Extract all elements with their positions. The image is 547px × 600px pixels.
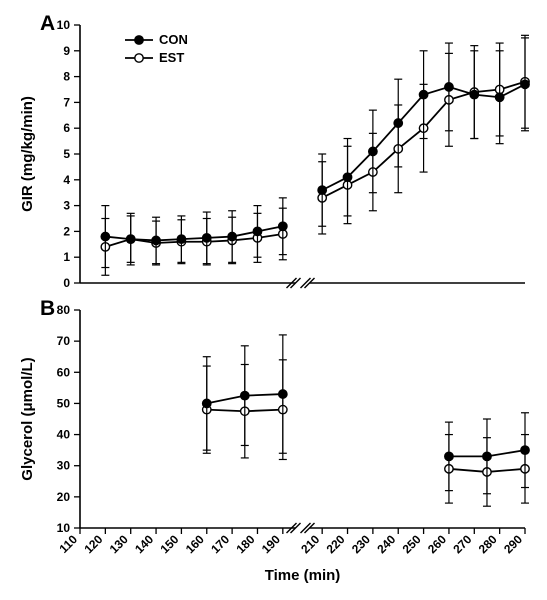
panel-a-con-marker	[101, 232, 109, 240]
x-tick: 110	[57, 532, 81, 556]
x-tick: 170	[208, 532, 232, 556]
x-tick: 270	[450, 532, 474, 556]
x-tick: 260	[425, 532, 449, 556]
x-tick: 160	[183, 532, 207, 556]
panel-a-ytick: 10	[57, 18, 71, 32]
panel-b-ytick: 20	[57, 490, 71, 504]
x-axis-title: Time (min)	[265, 567, 341, 584]
x-tick: 220	[324, 532, 348, 556]
panel-a-ytick: 7	[63, 95, 70, 109]
x-tick: 190	[259, 532, 283, 556]
panel-b-con-marker	[483, 452, 491, 460]
panel-a-ytick: 0	[63, 276, 70, 290]
panel-a-con-marker	[470, 90, 478, 98]
panel-a-con-marker	[445, 83, 453, 91]
panel-a-con-marker	[228, 232, 236, 240]
panel-a-ytick: 2	[63, 224, 70, 238]
x-tick: 120	[81, 532, 105, 556]
panel-b-con-marker	[279, 390, 287, 398]
panel-a-con-marker	[495, 93, 503, 101]
panel-b-ytick: 70	[57, 334, 71, 348]
panel-a-con-marker	[318, 186, 326, 194]
panel-a-ytick: 5	[63, 147, 70, 161]
x-tick: 140	[132, 532, 156, 556]
panel-a-ytick: 6	[63, 121, 70, 135]
panel-a-ytitle: GIR (mg/kg/min)	[19, 96, 36, 212]
panel-a-con-marker	[521, 80, 529, 88]
legend-label-EST: EST	[159, 50, 184, 65]
panel-b-con-marker	[241, 391, 249, 399]
panel-a-con-marker	[127, 235, 135, 243]
panel-a-ytick: 4	[63, 173, 70, 187]
x-tick: 150	[157, 532, 181, 556]
panel-a-label: A	[40, 12, 55, 35]
panel-b-label: B	[40, 297, 55, 320]
panel-a-con-marker	[152, 236, 160, 244]
x-tick: 240	[374, 532, 398, 556]
panel-a-con-marker	[394, 119, 402, 127]
panel-a-ytick: 8	[63, 70, 70, 84]
panel-a-con-marker	[419, 90, 427, 98]
panel-b-con-marker	[203, 399, 211, 407]
panel-b-con-marker	[445, 452, 453, 460]
panel-b-ytick: 60	[57, 365, 71, 379]
x-tick: 210	[298, 532, 322, 556]
legend-label-CON: CON	[159, 32, 188, 47]
panel-a-ytick: 9	[63, 44, 70, 58]
legend: CON EST	[125, 32, 188, 65]
panel-a-ytick: 3	[63, 199, 70, 213]
panel-b-con-marker	[521, 446, 529, 454]
panel-a-con-marker	[279, 222, 287, 230]
panel-b-ytick: 80	[57, 303, 71, 317]
panel-b-ytick: 40	[57, 428, 71, 442]
panel-a-con-marker	[203, 234, 211, 242]
x-tick: 130	[107, 532, 131, 556]
panel-a-con-marker	[177, 235, 185, 243]
legend-marker-EST	[135, 54, 143, 62]
x-tick: 250	[400, 532, 424, 556]
panel-a-con-marker	[369, 147, 377, 155]
panel-a-con-marker	[253, 227, 261, 235]
legend-marker-CON	[135, 36, 143, 44]
x-tick: 280	[476, 532, 500, 556]
panel-a-ytick: 1	[63, 250, 70, 264]
x-tick: 230	[349, 532, 373, 556]
panel-b-ytitle: Glycerol (μmol/L)	[19, 357, 36, 480]
x-tick: 180	[234, 532, 258, 556]
x-tick: 290	[501, 532, 525, 556]
figure: 012345678910AGIR (mg/kg/min)102030405060…	[0, 0, 547, 600]
panel-b-ytick: 30	[57, 459, 71, 473]
panel-a-con-marker	[343, 173, 351, 181]
panel-b-ytick: 50	[57, 396, 71, 410]
